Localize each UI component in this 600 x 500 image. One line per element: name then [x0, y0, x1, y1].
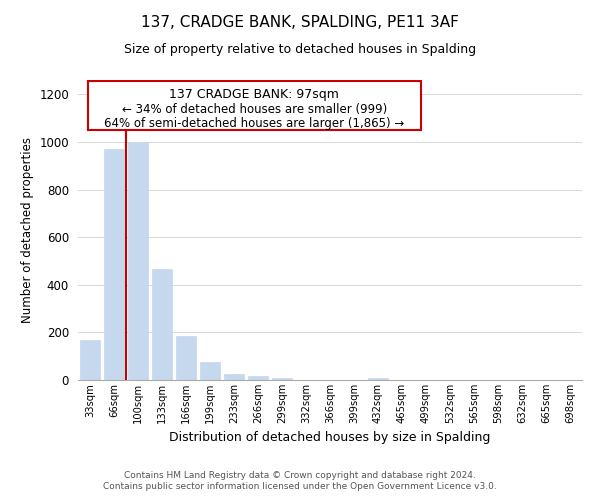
X-axis label: Distribution of detached houses by size in Spalding: Distribution of detached houses by size … — [169, 432, 491, 444]
Bar — [152, 270, 172, 380]
Text: ← 34% of detached houses are smaller (999): ← 34% of detached houses are smaller (99… — [122, 102, 387, 116]
Bar — [128, 142, 148, 380]
Bar — [104, 149, 124, 380]
Text: Contains public sector information licensed under the Open Government Licence v3: Contains public sector information licen… — [103, 482, 497, 491]
Text: 64% of semi-detached houses are larger (1,865) →: 64% of semi-detached houses are larger (… — [104, 117, 404, 130]
Y-axis label: Number of detached properties: Number of detached properties — [20, 137, 34, 323]
Bar — [200, 362, 220, 380]
Text: Contains HM Land Registry data © Crown copyright and database right 2024.: Contains HM Land Registry data © Crown c… — [124, 471, 476, 480]
Bar — [224, 374, 244, 380]
Text: 137 CRADGE BANK: 97sqm: 137 CRADGE BANK: 97sqm — [169, 88, 340, 101]
Bar — [248, 376, 268, 380]
Text: 137, CRADGE BANK, SPALDING, PE11 3AF: 137, CRADGE BANK, SPALDING, PE11 3AF — [141, 15, 459, 30]
Bar — [272, 378, 292, 380]
Bar — [176, 336, 196, 380]
Bar — [80, 340, 100, 380]
Bar — [88, 81, 421, 130]
Text: Size of property relative to detached houses in Spalding: Size of property relative to detached ho… — [124, 42, 476, 56]
Bar — [368, 378, 388, 380]
